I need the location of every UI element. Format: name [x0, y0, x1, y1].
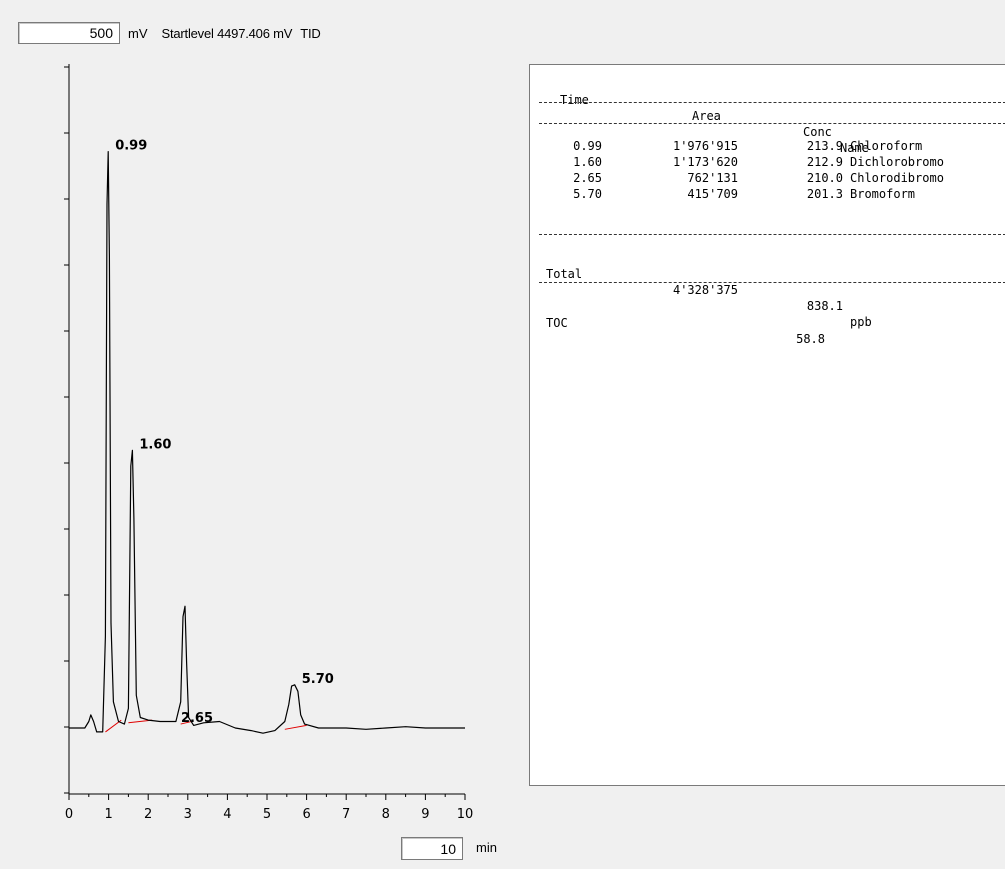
header-time: Time: [560, 93, 589, 107]
toc-label: TOC: [546, 316, 568, 330]
chromatogram-trace: [69, 151, 465, 734]
separator-line: [539, 102, 1005, 103]
total-unit: ppb: [850, 315, 872, 329]
results-report[interactable]: Time Area Conc Name 0.99 1'976'915 213.9 Ch…: [529, 64, 1005, 786]
header-area: Area: [692, 109, 721, 123]
x-tick-label: 7: [342, 807, 350, 822]
header-name: Name: [840, 141, 869, 155]
total-area: 4'328'375: [672, 283, 738, 297]
report-toc-row: TOC 58.8: [530, 299, 1005, 346]
total-conc: 838.1: [806, 299, 843, 313]
y-scale-input[interactable]: [18, 22, 120, 44]
report-cell-time: 1.60: [573, 155, 602, 169]
baseline-segment: [284, 724, 307, 730]
x-tick-label: 1: [104, 807, 112, 822]
report-row: 1.60 1'173'620 212.9 Dichlorobromo: [530, 154, 1005, 170]
report-row: 0.99 1'976'915 213.9 Chloroform: [530, 138, 1005, 154]
report-cell-conc: 210.0: [806, 171, 843, 185]
x-range-unit: min: [476, 840, 497, 855]
total-label: Total: [546, 267, 583, 281]
report-cell-conc: 212.9: [806, 155, 843, 169]
top-toolbar: mV Startlevel 4497.406 mV TID: [18, 21, 321, 45]
x-tick-label: 9: [421, 807, 429, 822]
plot-axes: 0 1 2 3 4 5 6 7 8 9 10: [64, 64, 473, 822]
signal-line: [69, 151, 465, 734]
x-tick-label: 10: [457, 807, 474, 822]
x-tick-label: 8: [382, 807, 390, 822]
report-cell-name: Chlorodibromo: [850, 171, 944, 185]
detector-label: TID: [300, 25, 321, 41]
baseline-segment: [105, 719, 122, 733]
report-cell-time: 5.70: [573, 187, 602, 201]
report-row: 2.65 762'131 210.0 Chlorodibromo: [530, 170, 1005, 186]
peak-label: 5.70: [302, 672, 334, 687]
x-tick-label: 5: [263, 807, 271, 822]
header-conc: Conc: [803, 125, 832, 139]
x-tick-label: 0: [65, 807, 73, 822]
report-cell-area: 415'709: [687, 187, 738, 201]
y-scale-unit: mV: [128, 25, 148, 41]
baseline-segment: [128, 719, 153, 724]
report-cell-area: 762'131: [687, 171, 738, 185]
report-cell-area: 1'173'620: [672, 155, 738, 169]
integration-baselines: [105, 719, 307, 733]
startlevel-label: Startlevel 4497.406 mV: [161, 25, 293, 41]
peak-label: 0.99: [115, 139, 147, 154]
x-range-input[interactable]: [401, 837, 463, 860]
report-cell-area: 1'976'915: [672, 139, 738, 153]
peak-label: 1.60: [139, 437, 171, 452]
report-row: 5.70 415'709 201.3 Bromoform: [530, 186, 1005, 202]
peak-label: 2.65: [181, 711, 213, 726]
x-tick-label: 3: [184, 807, 192, 822]
report-cell-conc: 201.3: [806, 187, 843, 201]
separator-line: [539, 123, 1005, 124]
report-cell-name: Bromoform: [850, 187, 916, 201]
separator-line: [539, 282, 1005, 283]
separator-line: [539, 234, 1005, 235]
report-cell-time: 0.99: [573, 139, 602, 153]
x-tick-label: 4: [223, 807, 231, 822]
x-tick-label: 2: [144, 807, 152, 822]
report-cell-name: Chloroform: [850, 139, 923, 153]
report-cell-time: 2.65: [573, 171, 602, 185]
baseline-segment: [180, 720, 192, 725]
peak-labels: 0.99 1.60 2.65 5.70: [115, 139, 334, 726]
report-cell-conc: 213.9: [806, 139, 843, 153]
x-tick-label: 6: [302, 807, 310, 822]
report-cell-name: Dichlorobromo: [850, 155, 944, 169]
toc-value: 58.8: [796, 332, 825, 346]
report-header-row: Time Area Conc Name: [530, 76, 1005, 155]
report-total-row: Total 4'328'375 838.1 ppb: [530, 250, 1005, 329]
